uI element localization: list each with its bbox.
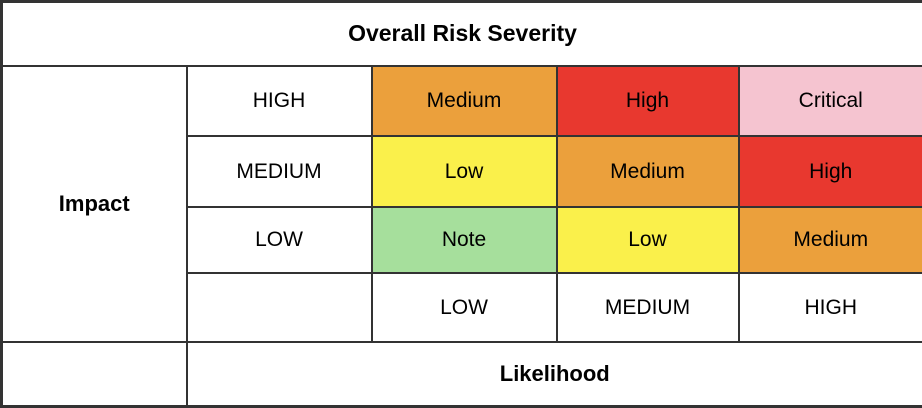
matrix-title: Overall Risk Severity xyxy=(0,0,922,67)
empty-cell-bottom-left xyxy=(0,340,188,408)
risk-cell-impact-medium-likelihood-high: High xyxy=(737,135,922,208)
risk-cell-impact-medium-likelihood-medium: Medium xyxy=(555,135,740,208)
risk-cell-impact-high-likelihood-medium: High xyxy=(555,64,740,138)
risk-cell-impact-medium-likelihood-low: Low xyxy=(370,135,558,208)
risk-cell-impact-high-likelihood-high: Critical xyxy=(737,64,922,138)
risk-cell-impact-low-likelihood-high: Medium xyxy=(737,205,922,275)
risk-cell-impact-low-likelihood-medium: Low xyxy=(555,205,740,275)
risk-cell-impact-high-likelihood-low: Medium xyxy=(370,64,558,138)
likelihood-level-medium: MEDIUM xyxy=(555,272,740,343)
impact-level-low: LOW xyxy=(185,205,373,275)
impact-level-high: HIGH xyxy=(185,64,373,138)
empty-cell-above-likelihood xyxy=(185,272,373,343)
likelihood-axis-label: Likelihood xyxy=(185,340,922,408)
impact-axis-label: Impact xyxy=(0,64,188,343)
risk-cell-impact-low-likelihood-low: Note xyxy=(370,205,558,275)
impact-level-medium: MEDIUM xyxy=(185,135,373,208)
likelihood-level-high: HIGH xyxy=(737,272,922,343)
likelihood-level-low: LOW xyxy=(370,272,558,343)
